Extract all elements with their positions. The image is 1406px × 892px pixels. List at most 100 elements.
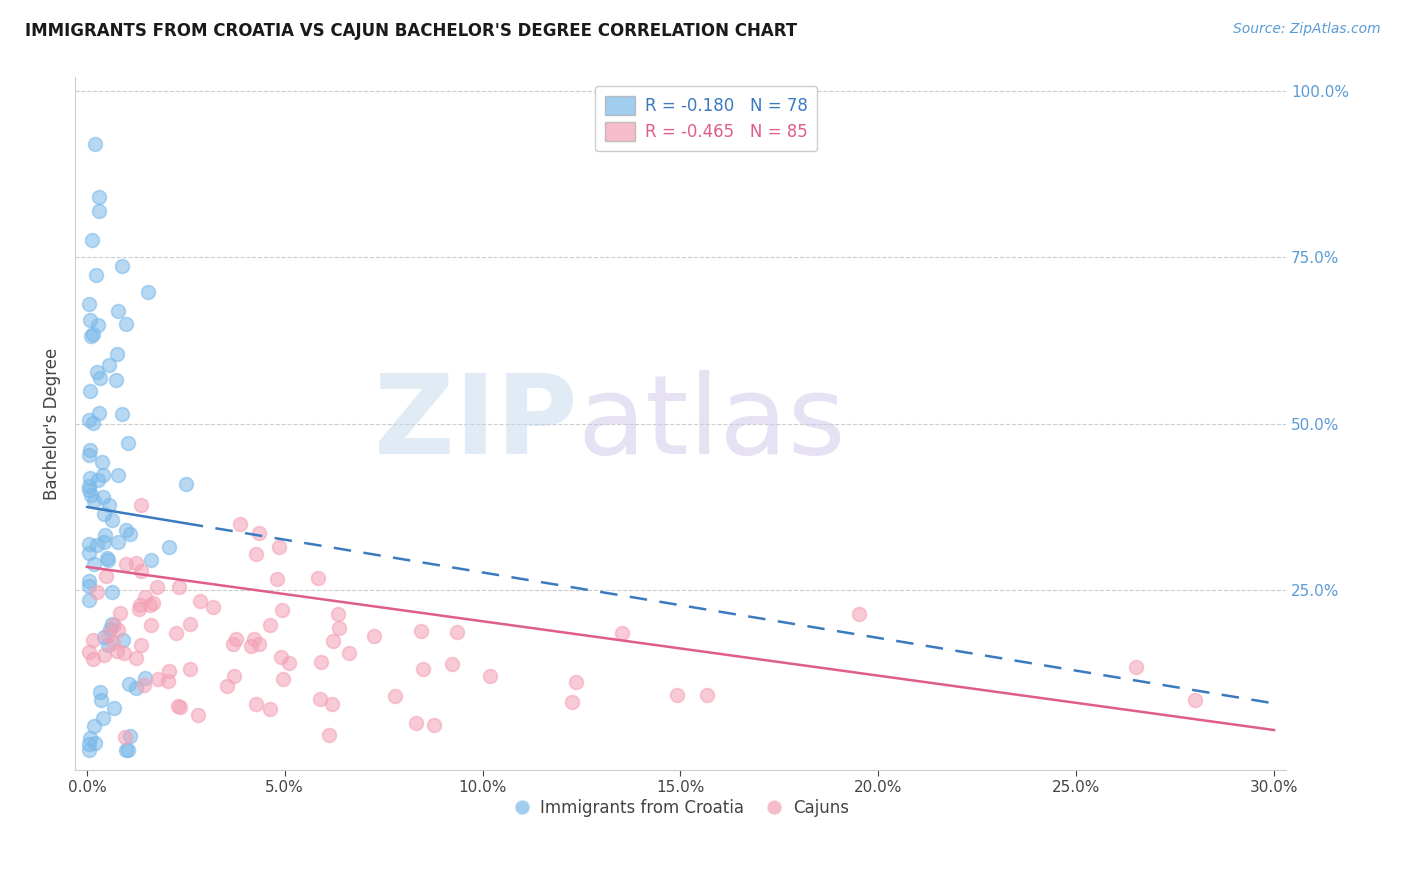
Point xyxy=(326,607,349,621)
Point xyxy=(169,580,191,594)
Point xyxy=(561,695,583,709)
Point xyxy=(239,639,262,653)
Point xyxy=(848,607,870,621)
Point xyxy=(80,488,103,502)
Point xyxy=(107,468,129,483)
Point xyxy=(423,718,446,732)
Point xyxy=(337,646,360,660)
Point xyxy=(103,700,125,714)
Point xyxy=(229,517,252,532)
Point xyxy=(125,651,148,665)
Point xyxy=(100,513,122,527)
Point xyxy=(87,190,110,204)
Point xyxy=(111,407,134,421)
Point xyxy=(187,708,209,723)
Point xyxy=(79,384,101,399)
Point xyxy=(666,688,689,702)
Point xyxy=(98,498,121,512)
Point xyxy=(93,631,115,645)
Point xyxy=(363,629,385,643)
Point xyxy=(111,632,134,647)
Point xyxy=(129,638,152,652)
Legend: Immigrants from Croatia, Cajuns: Immigrants from Croatia, Cajuns xyxy=(506,793,855,824)
Point xyxy=(405,716,427,731)
Point xyxy=(103,618,125,632)
Point xyxy=(87,406,110,420)
Point xyxy=(97,638,120,652)
Point xyxy=(86,365,108,379)
Point xyxy=(101,636,124,650)
Point xyxy=(117,743,139,757)
Point xyxy=(411,624,433,638)
Point xyxy=(167,698,190,713)
Point xyxy=(201,600,224,615)
Point xyxy=(104,373,127,387)
Point xyxy=(101,616,124,631)
Point xyxy=(217,679,239,693)
Point xyxy=(107,535,129,549)
Point xyxy=(267,540,290,554)
Point xyxy=(309,655,332,669)
Point xyxy=(89,685,111,699)
Point xyxy=(114,731,136,745)
Point xyxy=(271,603,294,617)
Point xyxy=(128,602,150,616)
Point xyxy=(129,598,152,612)
Point xyxy=(86,585,108,599)
Point xyxy=(82,233,104,247)
Point xyxy=(222,669,245,683)
Point xyxy=(93,534,115,549)
Point xyxy=(107,623,129,637)
Point xyxy=(82,633,104,648)
Point xyxy=(77,546,100,560)
Point xyxy=(318,728,340,742)
Point xyxy=(77,593,100,607)
Point xyxy=(84,268,107,283)
Point xyxy=(96,551,118,566)
Point xyxy=(129,498,152,512)
Text: ZIP: ZIP xyxy=(374,370,578,477)
Point xyxy=(1125,660,1147,674)
Point xyxy=(328,621,350,635)
Point xyxy=(309,692,332,706)
Point xyxy=(270,650,292,665)
Point xyxy=(115,523,138,537)
Point xyxy=(179,662,201,676)
Point xyxy=(156,673,179,688)
Point xyxy=(89,371,111,385)
Point xyxy=(169,699,191,714)
Point xyxy=(93,711,115,725)
Point xyxy=(105,644,128,658)
Point xyxy=(134,590,156,604)
Point xyxy=(321,697,343,711)
Point xyxy=(1184,693,1206,707)
Point xyxy=(259,617,281,632)
Point xyxy=(93,507,115,521)
Point xyxy=(222,637,245,651)
Point xyxy=(83,557,105,571)
Y-axis label: Bachelor's Degree: Bachelor's Degree xyxy=(44,348,60,500)
Point xyxy=(79,471,101,485)
Point xyxy=(125,556,148,570)
Point xyxy=(120,729,142,743)
Point xyxy=(107,304,129,318)
Point xyxy=(120,527,142,541)
Point xyxy=(93,648,115,662)
Point xyxy=(479,669,502,683)
Point xyxy=(174,476,197,491)
Point xyxy=(86,538,108,552)
Point xyxy=(245,697,267,711)
Point xyxy=(80,328,103,343)
Point xyxy=(82,416,104,430)
Point xyxy=(117,435,139,450)
Point xyxy=(136,285,159,300)
Point xyxy=(225,632,247,646)
Point xyxy=(86,473,108,487)
Point xyxy=(98,622,121,636)
Point xyxy=(139,618,162,632)
Point xyxy=(77,737,100,751)
Point xyxy=(165,625,187,640)
Point xyxy=(125,681,148,695)
Point xyxy=(278,656,301,670)
Point xyxy=(77,483,100,497)
